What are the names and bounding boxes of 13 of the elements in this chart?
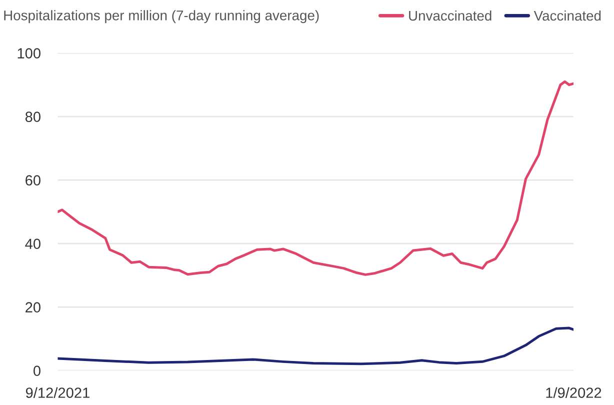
- y-tick-label: 20: [26, 302, 40, 312]
- y-tick-label: 40: [25, 238, 40, 249]
- line-series: [58, 80, 574, 276]
- y-tick-label: 0: [34, 366, 40, 376]
- y-tick-label: 100: [18, 48, 40, 58]
- y-tick-label: 60: [26, 175, 40, 186]
- x-tick-label: 9/12/2021: [26, 387, 90, 398]
- line-series: [58, 326, 574, 366]
- y-tick-label: 80: [25, 112, 40, 122]
- legend-label: Unvaccinated: [409, 10, 492, 21]
- x-tick-label: 1/9/2022: [546, 387, 602, 398]
- chart-title: Hospitalizations per million (7-day running average): [4, 10, 319, 24]
- legend-label: Vaccinated: [534, 10, 601, 21]
